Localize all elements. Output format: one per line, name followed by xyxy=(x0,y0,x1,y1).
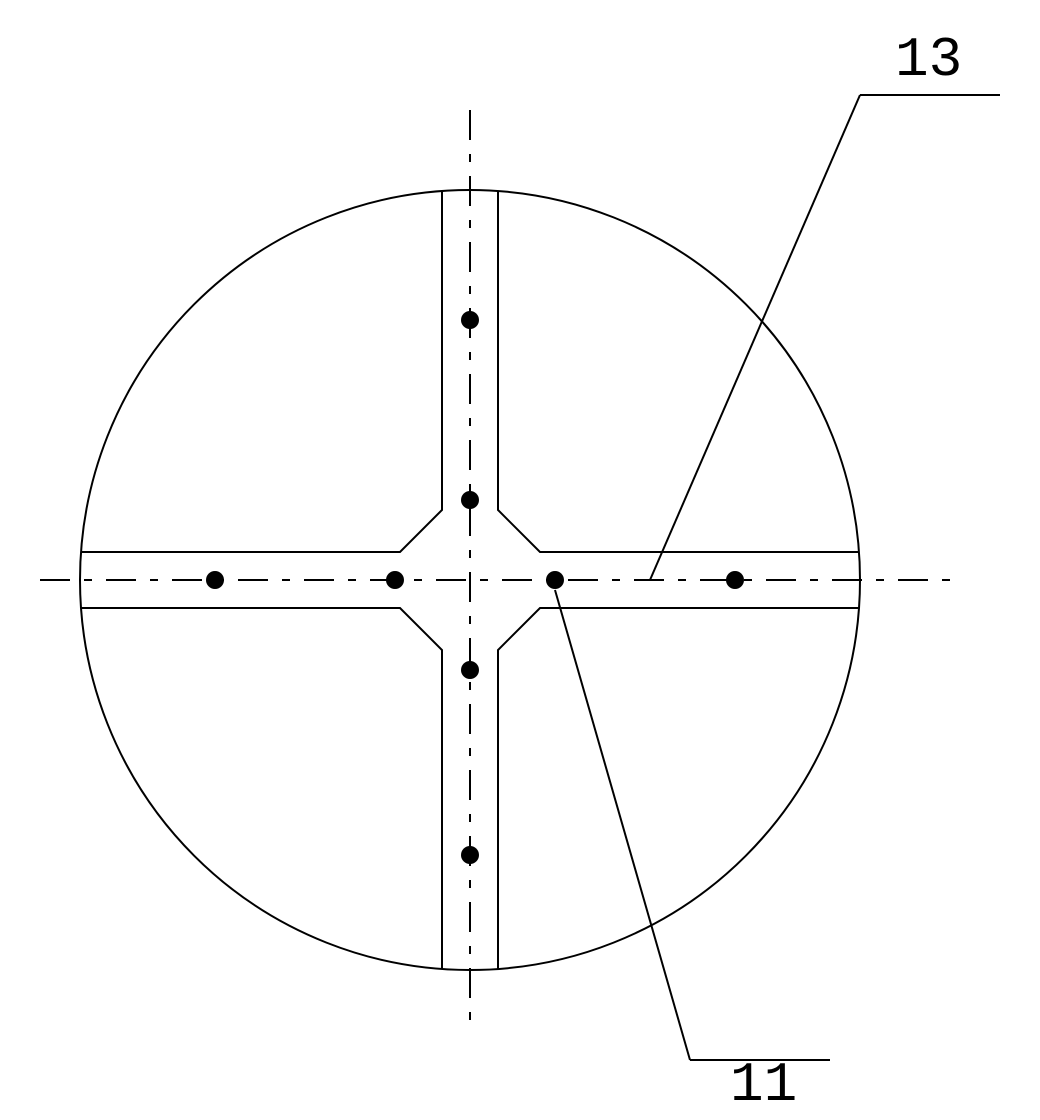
hole-dots xyxy=(206,311,744,864)
callout-11: 11 xyxy=(555,590,830,1117)
callout-label-13: 13 xyxy=(895,28,962,92)
hole-dot xyxy=(461,311,479,329)
hole-dot xyxy=(461,491,479,509)
hole-dot xyxy=(546,571,564,589)
callout-label-11: 11 xyxy=(730,1053,797,1117)
callout-13: 13 xyxy=(650,28,1000,580)
hole-dot xyxy=(461,846,479,864)
hole-dot xyxy=(206,571,224,589)
hole-dot xyxy=(386,571,404,589)
hole-dot xyxy=(461,661,479,679)
hole-dot xyxy=(726,571,744,589)
